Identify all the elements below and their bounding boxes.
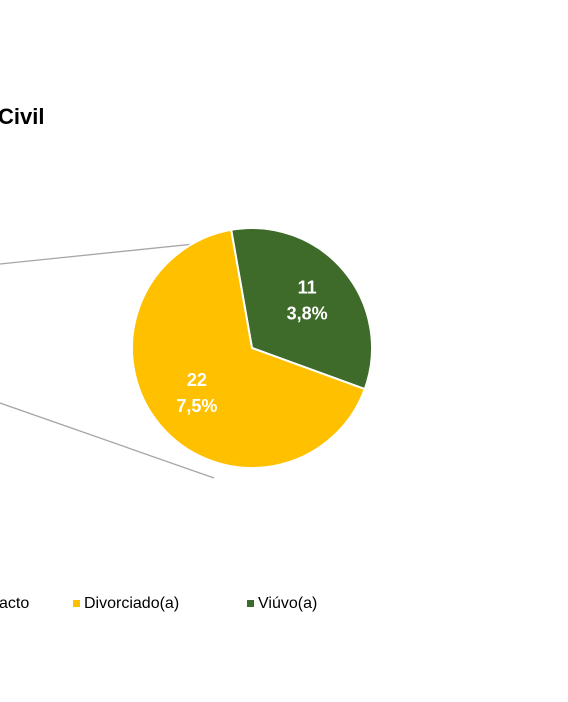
legend-label: Divorciado(a) — [84, 595, 179, 612]
legend-label: acto — [0, 595, 29, 612]
legend-label: Viúvo(a) — [258, 595, 317, 612]
legend-swatch — [73, 600, 80, 607]
chart-title: Civil — [0, 104, 44, 129]
data-label: 11 — [298, 277, 317, 297]
chart: Civil acto 11 3,8% 22 7,5% Divorciado(a) Viúv… — [0, 0, 568, 702]
data-label: 3,8% — [287, 303, 328, 323]
legend-swatch — [247, 600, 254, 607]
data-label: 22 — [187, 370, 207, 390]
data-label: 7,5% — [176, 396, 217, 416]
